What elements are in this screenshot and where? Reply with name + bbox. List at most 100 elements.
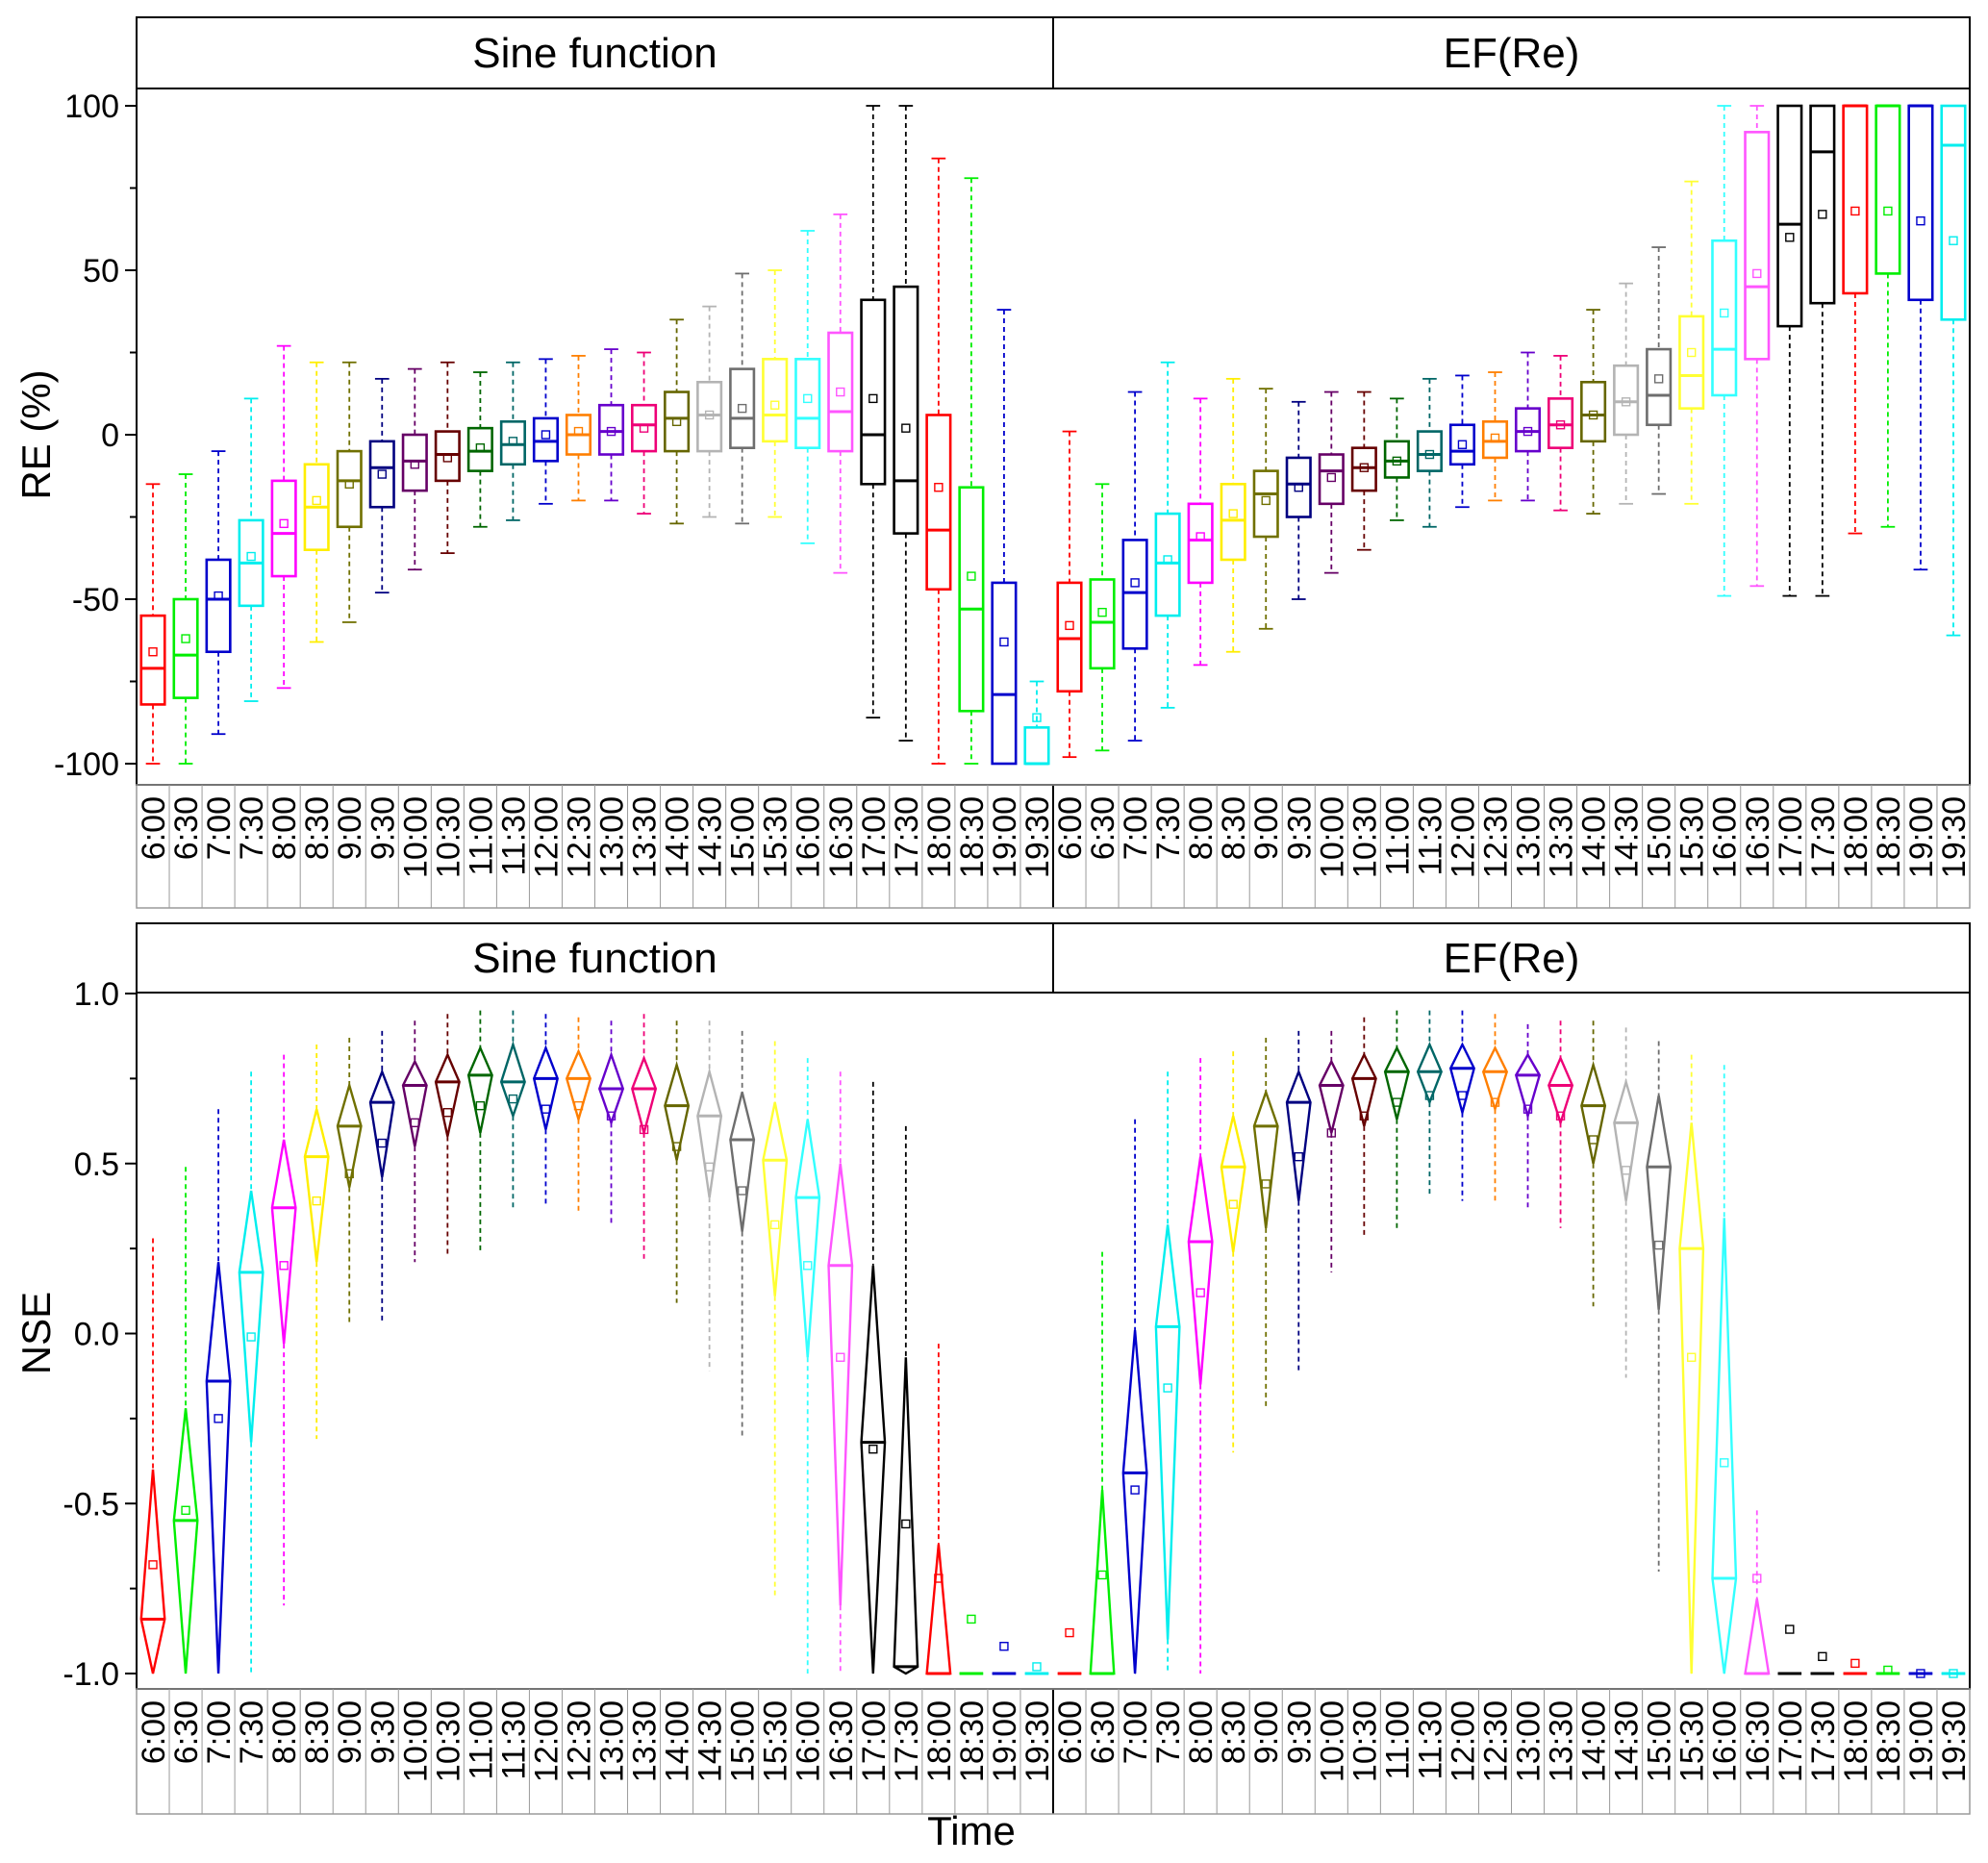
mean-marker <box>1916 1669 1925 1678</box>
mean-marker <box>1261 1179 1271 1189</box>
iqr-box <box>1318 453 1345 506</box>
mean-marker <box>639 1124 649 1135</box>
x-tick-label: 19:00 <box>1903 1700 1940 1782</box>
mean-marker <box>1621 1166 1631 1175</box>
mean-marker <box>1588 1135 1598 1145</box>
box-15:00 <box>1646 246 1673 495</box>
x-tick-label: 15:00 <box>1642 1700 1678 1782</box>
mean-marker <box>1850 1658 1860 1669</box>
x-tick-label: 18:30 <box>954 1700 991 1782</box>
x-tick-label: 9:00 <box>332 1700 368 1764</box>
mean-marker <box>508 437 518 446</box>
mean-marker <box>442 453 453 463</box>
box-17:30 <box>893 105 919 742</box>
iqr-box <box>893 285 919 535</box>
x-tick-label: 19:00 <box>1903 796 1940 878</box>
x-tick-label: 17:30 <box>1805 796 1842 878</box>
box-12:00 <box>1448 1010 1475 1201</box>
box-11:00 <box>1383 397 1410 521</box>
box-15:00 <box>729 1030 756 1440</box>
x-tick-label: 7:00 <box>201 796 238 860</box>
mean-marker <box>1752 268 1762 279</box>
box-12:00 <box>1448 374 1475 509</box>
x-tick-label: 11:00 <box>463 796 499 876</box>
diamond-box <box>1448 1042 1475 1118</box>
diamond-box <box>1220 1115 1246 1252</box>
mean-marker <box>312 495 321 506</box>
diamond-box <box>1089 1490 1116 1675</box>
box-17:30 <box>893 1125 919 1675</box>
mean-marker <box>573 426 584 437</box>
mean-marker <box>1424 449 1435 460</box>
mean-marker <box>181 1505 190 1516</box>
x-tick-label: 8:00 <box>266 1700 303 1764</box>
x-tick-label: 16:30 <box>823 1700 860 1782</box>
box-6:30 <box>172 1167 199 1674</box>
box-18:30 <box>1875 1665 1900 1675</box>
mean-marker <box>1261 495 1271 506</box>
box-11:30 <box>499 1010 526 1212</box>
diamond-box <box>238 1190 264 1443</box>
diamond-box <box>631 1054 658 1138</box>
x-tick-label: 6:30 <box>1085 1700 1121 1764</box>
x-tick-label: 8:30 <box>299 796 336 860</box>
x-tick-label: 7:30 <box>234 796 270 860</box>
box-7:30 <box>238 1071 264 1674</box>
iqr-box <box>991 581 1018 766</box>
mean-marker <box>1457 440 1468 449</box>
x-tick-label: 13:00 <box>1511 1700 1548 1782</box>
x-tick-label: 18:00 <box>921 1700 958 1782</box>
box-10:00 <box>1318 1030 1345 1272</box>
iqr-box <box>336 449 363 529</box>
box-8:00 <box>1187 1058 1214 1674</box>
diamond-box <box>1154 1224 1181 1640</box>
x-tick-label: 9:30 <box>365 1700 401 1764</box>
mean-marker <box>1720 308 1729 318</box>
iqr-box <box>1154 512 1181 617</box>
mean-marker <box>1686 1352 1697 1362</box>
iqr-box <box>1220 482 1246 562</box>
mean-marker <box>1785 233 1795 242</box>
x-tick-label: 18:00 <box>921 796 958 878</box>
diamond-box <box>565 1048 592 1124</box>
box-15:00 <box>1646 1041 1673 1572</box>
y-tick-label: 0.0 <box>74 1317 119 1353</box>
mean-marker <box>344 479 354 489</box>
mean-marker <box>1065 620 1074 631</box>
plot-area <box>136 88 1971 786</box>
diamond-box <box>893 1357 919 1675</box>
mean-marker <box>1949 236 1958 245</box>
x-tick-label: 11:00 <box>463 1700 499 1780</box>
box-18:30 <box>959 1614 984 1675</box>
diamond-box <box>1678 1122 1705 1674</box>
box-7:30 <box>1154 1071 1181 1674</box>
x-tick-label: 12:30 <box>561 1700 597 1782</box>
iqr-box <box>401 433 428 492</box>
mean-marker <box>312 1196 321 1206</box>
box-13:30 <box>1548 1020 1574 1228</box>
box-19:00 <box>991 309 1018 766</box>
mean-marker <box>606 426 617 437</box>
mean-marker <box>1163 1383 1172 1393</box>
diamond-box <box>1711 1218 1738 1674</box>
x-tick-label: 11:30 <box>495 1700 532 1780</box>
x-tick-label: 11:00 <box>1379 1700 1416 1780</box>
box-10:30 <box>1350 1017 1377 1239</box>
iqr-box <box>794 358 821 449</box>
iqr-box <box>1548 397 1574 449</box>
diamond-box <box>1416 1042 1443 1106</box>
box-15:30 <box>762 1041 789 1596</box>
diamond-box <box>1121 1329 1148 1674</box>
diamond-box <box>1285 1068 1312 1201</box>
box-11:00 <box>466 1010 493 1252</box>
x-tick-label: 14:00 <box>660 1700 696 1782</box>
iqr-box <box>1252 469 1279 539</box>
mean-marker <box>836 387 845 397</box>
mean-marker <box>901 423 911 433</box>
diamond-box <box>664 1060 691 1161</box>
iqr-box <box>434 430 461 483</box>
x-tick-label: 9:00 <box>1248 1700 1285 1764</box>
mean-marker <box>1653 1240 1664 1250</box>
x-tick-label: 14:00 <box>1576 1700 1613 1782</box>
mean-marker <box>214 591 223 601</box>
